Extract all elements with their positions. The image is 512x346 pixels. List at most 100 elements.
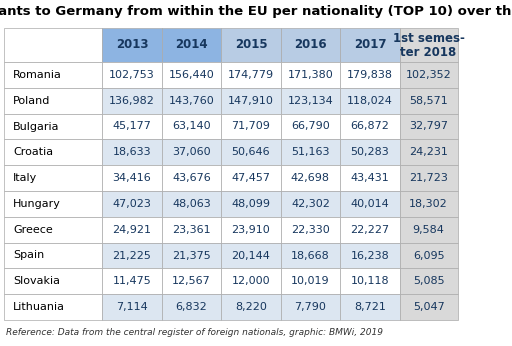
Text: 51,163: 51,163 (291, 147, 330, 157)
Text: 23,361: 23,361 (172, 225, 211, 235)
Bar (340, 165, 400, 191)
Text: 156,440: 156,440 (168, 70, 215, 80)
Bar (221, 191, 281, 217)
Bar (400, 243, 458, 268)
Bar (400, 268, 458, 294)
Text: 22,330: 22,330 (291, 225, 330, 235)
Text: 37,060: 37,060 (172, 147, 211, 157)
Text: Slovakia: Slovakia (13, 276, 60, 286)
Text: 47,457: 47,457 (231, 173, 270, 183)
Text: Reference: Data from the central register of foreign nationals, graphic: BMWi, 2: Reference: Data from the central registe… (6, 328, 383, 337)
Bar (340, 88, 400, 113)
Bar (4, 113, 102, 139)
Bar (221, 243, 281, 268)
Text: 50,283: 50,283 (351, 147, 389, 157)
Bar (400, 191, 458, 217)
Text: 34,416: 34,416 (113, 173, 152, 183)
Bar (4, 28, 102, 62)
Bar (4, 62, 102, 88)
Text: 123,134: 123,134 (288, 96, 333, 106)
Text: 66,872: 66,872 (351, 121, 389, 131)
Text: 11,475: 11,475 (113, 276, 152, 286)
Bar (162, 191, 221, 217)
Bar (221, 88, 281, 113)
Bar (4, 165, 102, 191)
Bar (4, 268, 102, 294)
Text: Greece: Greece (13, 225, 53, 235)
Bar (4, 294, 102, 320)
Bar (281, 28, 340, 62)
Bar (162, 88, 221, 113)
Text: 43,676: 43,676 (172, 173, 211, 183)
Text: 2016: 2016 (294, 38, 327, 52)
Text: 10,118: 10,118 (351, 276, 389, 286)
Text: 7,790: 7,790 (294, 302, 326, 312)
Bar (221, 62, 281, 88)
Bar (400, 113, 458, 139)
Bar (340, 28, 400, 62)
Text: 50,646: 50,646 (231, 147, 270, 157)
Text: 42,302: 42,302 (291, 199, 330, 209)
Text: 171,380: 171,380 (288, 70, 333, 80)
Text: 18,668: 18,668 (291, 251, 330, 261)
Bar (340, 191, 400, 217)
Text: Poland: Poland (13, 96, 50, 106)
Text: 45,177: 45,177 (113, 121, 152, 131)
Bar (4, 139, 102, 165)
Bar (102, 243, 162, 268)
Bar (281, 165, 340, 191)
Text: 16,238: 16,238 (351, 251, 389, 261)
Text: 22,227: 22,227 (350, 225, 390, 235)
Text: 6,832: 6,832 (176, 302, 207, 312)
Bar (102, 191, 162, 217)
Text: Lithuania: Lithuania (13, 302, 65, 312)
Text: 102,753: 102,753 (109, 70, 155, 80)
Text: 47,023: 47,023 (113, 199, 152, 209)
Text: 48,063: 48,063 (172, 199, 211, 209)
Text: 2013: 2013 (116, 38, 148, 52)
Bar (340, 294, 400, 320)
Bar (340, 268, 400, 294)
Text: 20,144: 20,144 (231, 251, 270, 261)
Bar (400, 165, 458, 191)
Bar (102, 62, 162, 88)
Text: 7,114: 7,114 (116, 302, 148, 312)
Text: Croatia: Croatia (13, 147, 53, 157)
Bar (162, 243, 221, 268)
Bar (162, 28, 221, 62)
Text: 147,910: 147,910 (228, 96, 274, 106)
Text: 5,085: 5,085 (413, 276, 444, 286)
Bar (281, 294, 340, 320)
Bar (281, 88, 340, 113)
Text: 10,019: 10,019 (291, 276, 330, 286)
Text: Immigrants to Germany from within the EU per nationality (TOP 10) over the years: Immigrants to Germany from within the EU… (0, 5, 512, 18)
Bar (281, 268, 340, 294)
Text: 12,000: 12,000 (231, 276, 270, 286)
Bar (102, 28, 162, 62)
Bar (102, 113, 162, 139)
Text: 2014: 2014 (175, 38, 208, 52)
Text: 71,709: 71,709 (231, 121, 270, 131)
Bar (102, 217, 162, 243)
Text: 12,567: 12,567 (172, 276, 211, 286)
Bar (340, 62, 400, 88)
Bar (340, 217, 400, 243)
Bar (221, 217, 281, 243)
Text: 48,099: 48,099 (231, 199, 270, 209)
Bar (221, 294, 281, 320)
Text: 102,352: 102,352 (406, 70, 452, 80)
Text: 58,571: 58,571 (409, 96, 448, 106)
Bar (102, 294, 162, 320)
Bar (162, 113, 221, 139)
Bar (162, 217, 221, 243)
Text: 136,982: 136,982 (109, 96, 155, 106)
Text: Spain: Spain (13, 251, 44, 261)
Text: Hungary: Hungary (13, 199, 61, 209)
Bar (4, 88, 102, 113)
Text: 63,140: 63,140 (172, 121, 211, 131)
Text: 179,838: 179,838 (347, 70, 393, 80)
Text: 8,220: 8,220 (235, 302, 267, 312)
Text: 9,584: 9,584 (413, 225, 444, 235)
Text: 5,047: 5,047 (413, 302, 444, 312)
Text: Romania: Romania (13, 70, 62, 80)
